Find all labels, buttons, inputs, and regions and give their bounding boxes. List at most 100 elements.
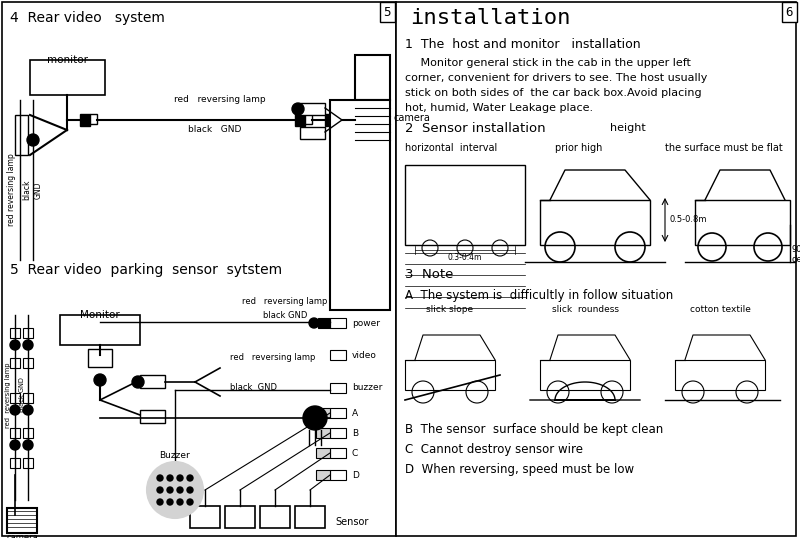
Text: black: black bbox=[22, 180, 31, 200]
Bar bbox=[695, 200, 790, 245]
Text: B  The sensor  surface should be kept clean: B The sensor surface should be kept clea… bbox=[405, 423, 663, 436]
Circle shape bbox=[187, 499, 193, 505]
Text: corner, convenient for drivers to see. The host usually: corner, convenient for drivers to see. T… bbox=[405, 73, 707, 83]
Circle shape bbox=[167, 499, 173, 505]
Text: installation: installation bbox=[410, 8, 570, 28]
Bar bbox=[15, 115, 28, 155]
Circle shape bbox=[167, 475, 173, 481]
Text: red   reversing lamp: red reversing lamp bbox=[174, 96, 266, 104]
Circle shape bbox=[177, 499, 183, 505]
Text: buzzer: buzzer bbox=[352, 384, 382, 393]
Text: black   GND: black GND bbox=[188, 125, 242, 134]
Text: 4  Rear video   system: 4 Rear video system bbox=[10, 11, 165, 25]
Text: B: B bbox=[352, 428, 358, 437]
Bar bbox=[23, 458, 33, 468]
Text: black GND: black GND bbox=[263, 310, 307, 320]
Text: cotton textile: cotton textile bbox=[690, 306, 750, 315]
Circle shape bbox=[23, 340, 33, 350]
Bar bbox=[316, 428, 330, 438]
Circle shape bbox=[10, 405, 20, 415]
Text: 5: 5 bbox=[383, 5, 390, 18]
Bar bbox=[396, 2, 796, 536]
Bar bbox=[80, 114, 90, 126]
Bar bbox=[60, 315, 140, 345]
Circle shape bbox=[167, 487, 173, 493]
Text: camera: camera bbox=[393, 113, 430, 123]
Text: GND: GND bbox=[34, 181, 42, 199]
Circle shape bbox=[187, 487, 193, 493]
Text: Sensor: Sensor bbox=[335, 517, 368, 527]
Bar bbox=[190, 506, 220, 528]
Circle shape bbox=[94, 374, 106, 386]
Bar bbox=[405, 360, 495, 390]
Circle shape bbox=[132, 376, 144, 388]
Bar bbox=[305, 114, 312, 124]
Bar bbox=[260, 506, 290, 528]
Bar bbox=[355, 55, 390, 100]
Bar bbox=[330, 100, 390, 310]
Bar bbox=[316, 470, 330, 480]
Bar bbox=[23, 393, 33, 403]
Bar bbox=[300, 127, 325, 139]
Text: C: C bbox=[352, 449, 358, 457]
Bar bbox=[335, 114, 342, 124]
Text: stick on both sides of  the car back box.Avoid placing: stick on both sides of the car back box.… bbox=[405, 88, 702, 98]
Text: camera: camera bbox=[6, 534, 38, 538]
Bar bbox=[140, 375, 165, 388]
Circle shape bbox=[177, 475, 183, 481]
Bar bbox=[10, 393, 20, 403]
Bar bbox=[10, 428, 20, 438]
Bar bbox=[316, 448, 330, 458]
Text: hot, humid, Water Leakage place.: hot, humid, Water Leakage place. bbox=[405, 103, 593, 113]
Text: height: height bbox=[610, 123, 646, 133]
Bar bbox=[30, 60, 105, 95]
Text: 1  The  host and monitor   installation: 1 The host and monitor installation bbox=[405, 39, 641, 52]
Text: the surface must be flat: the surface must be flat bbox=[665, 143, 782, 153]
Circle shape bbox=[23, 405, 33, 415]
Text: black  GND: black GND bbox=[230, 384, 277, 393]
Circle shape bbox=[27, 134, 39, 146]
Text: red reversing lamp: red reversing lamp bbox=[7, 154, 17, 226]
Circle shape bbox=[292, 103, 304, 115]
Bar bbox=[675, 360, 765, 390]
Text: 6: 6 bbox=[786, 5, 793, 18]
Text: 2  Sensor installation: 2 Sensor installation bbox=[405, 122, 546, 134]
Bar bbox=[330, 428, 346, 438]
Text: Buzzer: Buzzer bbox=[160, 450, 190, 459]
Circle shape bbox=[187, 475, 193, 481]
Text: prior high: prior high bbox=[555, 143, 602, 153]
Text: 0.5-0.8m: 0.5-0.8m bbox=[670, 216, 707, 224]
Bar bbox=[325, 114, 335, 126]
Text: C  Cannot destroy sensor wire: C Cannot destroy sensor wire bbox=[405, 443, 583, 457]
Text: A: A bbox=[352, 408, 358, 417]
Text: 5  Rear video  parking  sensor  sytstem: 5 Rear video parking sensor sytstem bbox=[10, 263, 282, 277]
Circle shape bbox=[309, 318, 319, 328]
Text: Monitor: Monitor bbox=[80, 310, 120, 320]
Bar bbox=[330, 318, 346, 328]
Bar bbox=[225, 506, 255, 528]
Bar bbox=[316, 408, 330, 418]
Circle shape bbox=[147, 462, 203, 518]
Circle shape bbox=[10, 440, 20, 450]
Bar bbox=[140, 410, 165, 423]
Bar bbox=[2, 2, 396, 536]
Bar bbox=[23, 328, 33, 338]
Bar bbox=[330, 350, 346, 360]
Text: Monitor general stick in the cab in the upper left: Monitor general stick in the cab in the … bbox=[410, 58, 691, 68]
Text: D: D bbox=[352, 471, 359, 479]
Bar bbox=[23, 358, 33, 368]
Circle shape bbox=[157, 499, 163, 505]
Text: degree: degree bbox=[792, 254, 800, 264]
Text: 90: 90 bbox=[792, 245, 800, 254]
Text: horizontal  interval: horizontal interval bbox=[405, 143, 498, 153]
Bar bbox=[540, 360, 630, 390]
Bar bbox=[295, 114, 305, 126]
Bar bbox=[330, 470, 346, 480]
Bar bbox=[7, 508, 37, 533]
Text: video: video bbox=[352, 350, 377, 359]
Bar bbox=[10, 458, 20, 468]
Bar bbox=[295, 506, 325, 528]
Circle shape bbox=[10, 340, 20, 350]
Text: D  When reversing, speed must be low: D When reversing, speed must be low bbox=[405, 464, 634, 477]
Bar bbox=[300, 103, 325, 115]
